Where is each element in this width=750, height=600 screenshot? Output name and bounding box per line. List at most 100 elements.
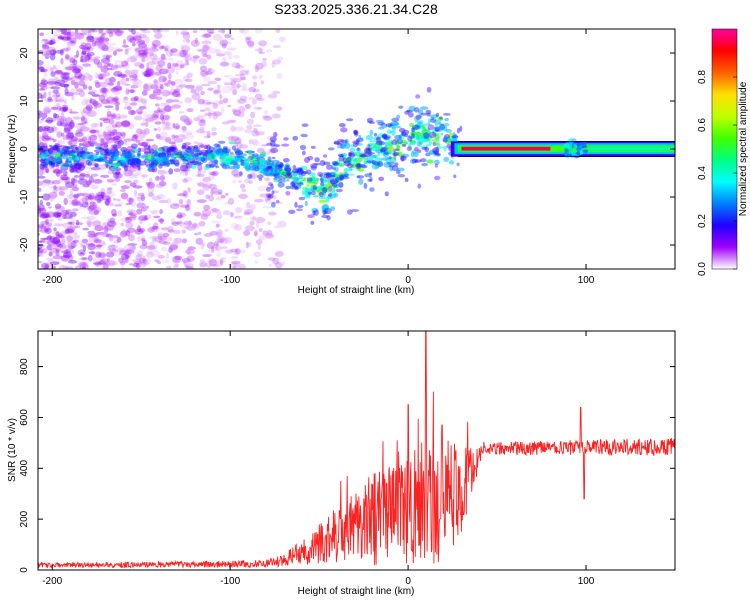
spectrogram-cell bbox=[58, 264, 69, 269]
spectrogram-cell bbox=[125, 202, 131, 206]
spectrogram-cell bbox=[92, 134, 101, 138]
spectrogram-cell bbox=[213, 90, 220, 94]
spectrogram-cell bbox=[385, 123, 393, 128]
spectrogram-cell bbox=[153, 215, 161, 219]
spectrogram-cell bbox=[54, 113, 59, 119]
spectrogram-cell bbox=[72, 59, 78, 66]
spectrogram-cell bbox=[207, 110, 216, 115]
spectrogram-cell bbox=[276, 73, 283, 79]
spectrogram-cell bbox=[305, 169, 312, 175]
spectrogram-cell bbox=[75, 170, 80, 174]
spectrogram-cell bbox=[332, 167, 336, 171]
spectrogram-cell bbox=[41, 39, 47, 44]
spectrogram-cell bbox=[129, 263, 134, 266]
spectrogram-cell bbox=[39, 66, 45, 72]
spectrogram-cell bbox=[427, 124, 435, 131]
spectrogram-cell bbox=[265, 233, 274, 239]
spectrogram-cell bbox=[78, 138, 84, 143]
spectrogram-cell bbox=[185, 60, 189, 65]
spectrogram-cell bbox=[125, 248, 132, 252]
spectrogram-cell bbox=[164, 105, 174, 112]
spectrogram-cell bbox=[38, 180, 44, 186]
spectrogram-cell bbox=[47, 147, 54, 154]
spectrogram-cell bbox=[124, 180, 132, 184]
spectrogram-cell bbox=[106, 82, 114, 88]
spectrogram-cell bbox=[151, 43, 156, 50]
spectrogram-cell bbox=[66, 46, 71, 52]
spectrogram-cell bbox=[174, 263, 179, 267]
spectrogram-cell bbox=[245, 36, 252, 40]
spectrogram-cell bbox=[88, 38, 94, 42]
spectrogram-cell bbox=[244, 178, 251, 184]
spectrogram-cell bbox=[377, 121, 385, 126]
spectrogram-cell bbox=[107, 246, 111, 251]
spectrogram-cell bbox=[283, 158, 290, 163]
spectrogram-cell bbox=[141, 90, 148, 96]
spectrogram-cell bbox=[204, 164, 210, 171]
spectrogram-cell bbox=[95, 129, 100, 135]
spectrogram-cell bbox=[129, 174, 139, 179]
spectrogram-cell bbox=[60, 72, 70, 80]
spectrogram-cell bbox=[43, 50, 50, 58]
spectrogram-cell bbox=[157, 57, 168, 61]
spectrogram-cell bbox=[149, 68, 155, 76]
spectrogram-cell bbox=[163, 104, 172, 112]
spectrogram-cell bbox=[66, 213, 71, 218]
spectrogram-cell bbox=[91, 29, 96, 32]
spectrogram-cell bbox=[396, 138, 403, 145]
spectrogram-cell bbox=[391, 133, 396, 136]
spectrogram-cell bbox=[84, 174, 91, 178]
spectrogram-cell bbox=[278, 107, 283, 110]
spectrogram-cell bbox=[42, 44, 50, 50]
spectrogram-cell bbox=[265, 49, 273, 53]
spectrogram-cell bbox=[81, 29, 91, 34]
spectrogram-cell bbox=[115, 198, 121, 202]
spectrogram-cell bbox=[121, 131, 126, 139]
spectrogram-cell bbox=[80, 243, 84, 248]
spectrogram-cell bbox=[327, 147, 335, 151]
spectrogram-cell bbox=[169, 89, 178, 95]
spectrogram-cell bbox=[154, 121, 162, 125]
spectrogram-cell bbox=[88, 91, 96, 95]
spectrogram-cell bbox=[576, 150, 581, 156]
spectrogram-cell bbox=[75, 133, 85, 139]
spectrogram-cell bbox=[76, 192, 85, 196]
spectrogram-cell bbox=[128, 245, 137, 251]
spectrogram-cell bbox=[73, 54, 79, 59]
spectrogram-cell bbox=[138, 49, 147, 56]
spectrogram-cell bbox=[52, 185, 57, 190]
spectrogram-cell bbox=[353, 129, 357, 135]
spectrogram-cell bbox=[252, 124, 262, 128]
spectrogram-cell bbox=[93, 103, 103, 108]
spectrogram-cell bbox=[146, 251, 154, 258]
spectrogram-cell bbox=[149, 241, 155, 249]
spectrogram-cell bbox=[386, 161, 395, 165]
spectrogram-cell bbox=[270, 202, 276, 208]
spectrogram-cell bbox=[229, 77, 234, 82]
spectrogram-cell bbox=[233, 109, 242, 117]
spectrogram-cell bbox=[106, 188, 113, 195]
spectrogram-cell bbox=[395, 170, 401, 175]
spectrogram-cell bbox=[246, 124, 253, 130]
spectrogram-cell bbox=[171, 90, 181, 98]
spectrogram-cell bbox=[215, 231, 222, 238]
spectrogram-cell bbox=[310, 220, 315, 225]
spectrogram-cell bbox=[129, 214, 137, 219]
spectrogram-cell bbox=[166, 236, 173, 242]
spectrogram-cell bbox=[166, 198, 172, 204]
spectrogram-cell bbox=[82, 143, 91, 147]
spectrogram-cell bbox=[91, 40, 97, 47]
spectrogram-cell bbox=[38, 59, 44, 66]
spectrogram-cell bbox=[38, 168, 45, 176]
snr-y-tick-label: 400 bbox=[19, 460, 30, 477]
spectrogram-cell bbox=[67, 259, 78, 264]
spectrogram-cell bbox=[231, 169, 240, 176]
spectrogram-cell bbox=[172, 265, 179, 268]
spectrogram-cell bbox=[138, 34, 147, 39]
spectrogram-cell bbox=[106, 96, 116, 104]
spectrogram-cell bbox=[153, 128, 158, 131]
spectrogram-cell bbox=[54, 203, 62, 209]
spectrogram-cell bbox=[128, 165, 138, 173]
spectrogram-cell bbox=[235, 84, 242, 88]
spectrogram-cell bbox=[41, 118, 45, 121]
